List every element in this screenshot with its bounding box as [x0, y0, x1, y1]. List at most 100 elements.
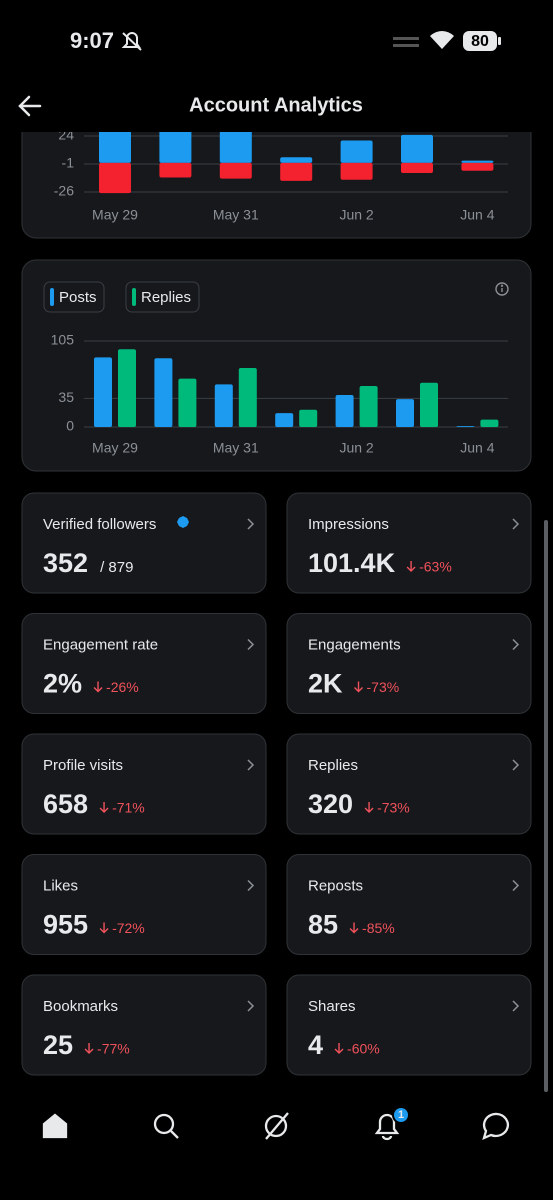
x-tick-label: May 29: [92, 207, 138, 223]
bar: [238, 368, 257, 427]
notifications-icon[interactable]: [374, 1113, 400, 1141]
x-tick-label: May 31: [213, 207, 259, 223]
stat-value: 658: [43, 789, 88, 819]
legend-chip[interactable]: [125, 281, 200, 313]
stat-label: Reposts: [308, 877, 363, 894]
legend-chip[interactable]: [43, 281, 105, 313]
stat-change: -85%: [362, 920, 395, 936]
chevron: [247, 879, 255, 892]
stat-card[interactable]: [21, 492, 267, 594]
scrollbar: [544, 520, 548, 1092]
badge: [392, 1106, 410, 1124]
down-arrow: [84, 1043, 94, 1054]
stat-card[interactable]: [21, 733, 267, 835]
battery-tip: [498, 37, 501, 45]
stat-card[interactable]: [286, 492, 532, 594]
verified-badge: [177, 516, 189, 528]
stat-value: 25: [43, 1030, 73, 1060]
bar: [340, 162, 373, 180]
bar: [219, 129, 252, 163]
stat-card[interactable]: [286, 733, 532, 835]
header-background: [0, 0, 553, 132]
chevron: [247, 759, 255, 771]
home-icon[interactable]: [42, 1113, 68, 1139]
stat-card[interactable]: [21, 854, 267, 955]
y-tick-label: -26: [54, 183, 74, 199]
down-arrow: [349, 922, 359, 934]
bar: [456, 426, 475, 427]
grok-icon[interactable]: [264, 1112, 289, 1140]
bar: [275, 413, 294, 427]
stat-value: 955: [43, 910, 88, 940]
stat-value: 101.4K: [308, 548, 396, 578]
wifi-icon: [430, 31, 454, 49]
stat-label: Replies: [308, 757, 358, 774]
stat-card[interactable]: [286, 854, 532, 955]
bar: [159, 129, 192, 163]
down-arrow: [364, 802, 374, 813]
stats: Verified followers 352 / 879 Impressions 101…: [21, 492, 532, 1076]
bar: [335, 395, 354, 427]
down-arrow: [406, 561, 416, 572]
header: 9:07 80 Account Analytics: [0, 0, 553, 132]
stat-change: -72%: [112, 920, 145, 936]
stat-value: 2%: [43, 669, 82, 699]
stat-change: -71%: [112, 800, 145, 816]
stat-label: Engagement rate: [43, 636, 158, 653]
back-button[interactable]: [18, 95, 42, 117]
chevron: [512, 518, 520, 530]
battery-icon: [463, 31, 497, 51]
bar: [159, 162, 192, 178]
bar: [280, 157, 313, 163]
legend-swatch: [50, 288, 54, 306]
messages-icon[interactable]: [482, 1112, 509, 1141]
stat-change: -26%: [106, 679, 139, 695]
bar: [94, 357, 112, 427]
search-icon[interactable]: [153, 1113, 179, 1139]
bar: [154, 358, 173, 427]
stat-card[interactable]: [21, 613, 267, 714]
stat-card[interactable]: [286, 613, 532, 714]
stat-label: Verified followers: [43, 516, 156, 533]
chevron: [512, 1000, 520, 1012]
stat-label: Likes: [43, 877, 78, 894]
bar: [118, 349, 136, 427]
stat-total: / 879: [100, 559, 133, 576]
y-tick-label: 0: [66, 418, 74, 434]
chevron: [512, 638, 520, 651]
stat-change: -60%: [347, 1041, 380, 1057]
bar: [420, 382, 438, 427]
x-tick-label: Jun 4: [460, 207, 494, 223]
x-tick-label: May 31: [213, 440, 259, 456]
stat-card[interactable]: [286, 974, 532, 1076]
bar: [401, 134, 433, 163]
x-tick-label: May 29: [92, 440, 138, 456]
stat-label: Engagements: [308, 636, 401, 653]
bar: [280, 162, 313, 181]
down-arrow: [354, 681, 364, 693]
stat-card[interactable]: [21, 974, 267, 1076]
y-tick-label: 105: [51, 332, 75, 348]
bar: [401, 162, 433, 173]
chevron: [247, 638, 255, 651]
status-time: 9:07: [70, 28, 114, 53]
stat-value: 2K: [308, 669, 343, 699]
bottom-nav: 1: [42, 1106, 509, 1141]
down-arrow: [99, 922, 109, 934]
stat-value: 85: [308, 910, 338, 940]
down-arrow: [93, 681, 103, 693]
mute-icon: [121, 32, 142, 51]
stat-value: 352: [43, 548, 88, 578]
chevron: [512, 879, 520, 892]
bar: [99, 162, 131, 194]
bar: [178, 378, 197, 427]
chevron: [247, 1000, 255, 1012]
info-icon[interactable]: [495, 282, 509, 296]
stat-change: -63%: [419, 559, 452, 575]
bar: [340, 140, 373, 163]
down-arrow: [99, 802, 109, 813]
page-title: Account Analytics: [189, 94, 363, 116]
bar: [99, 129, 131, 163]
